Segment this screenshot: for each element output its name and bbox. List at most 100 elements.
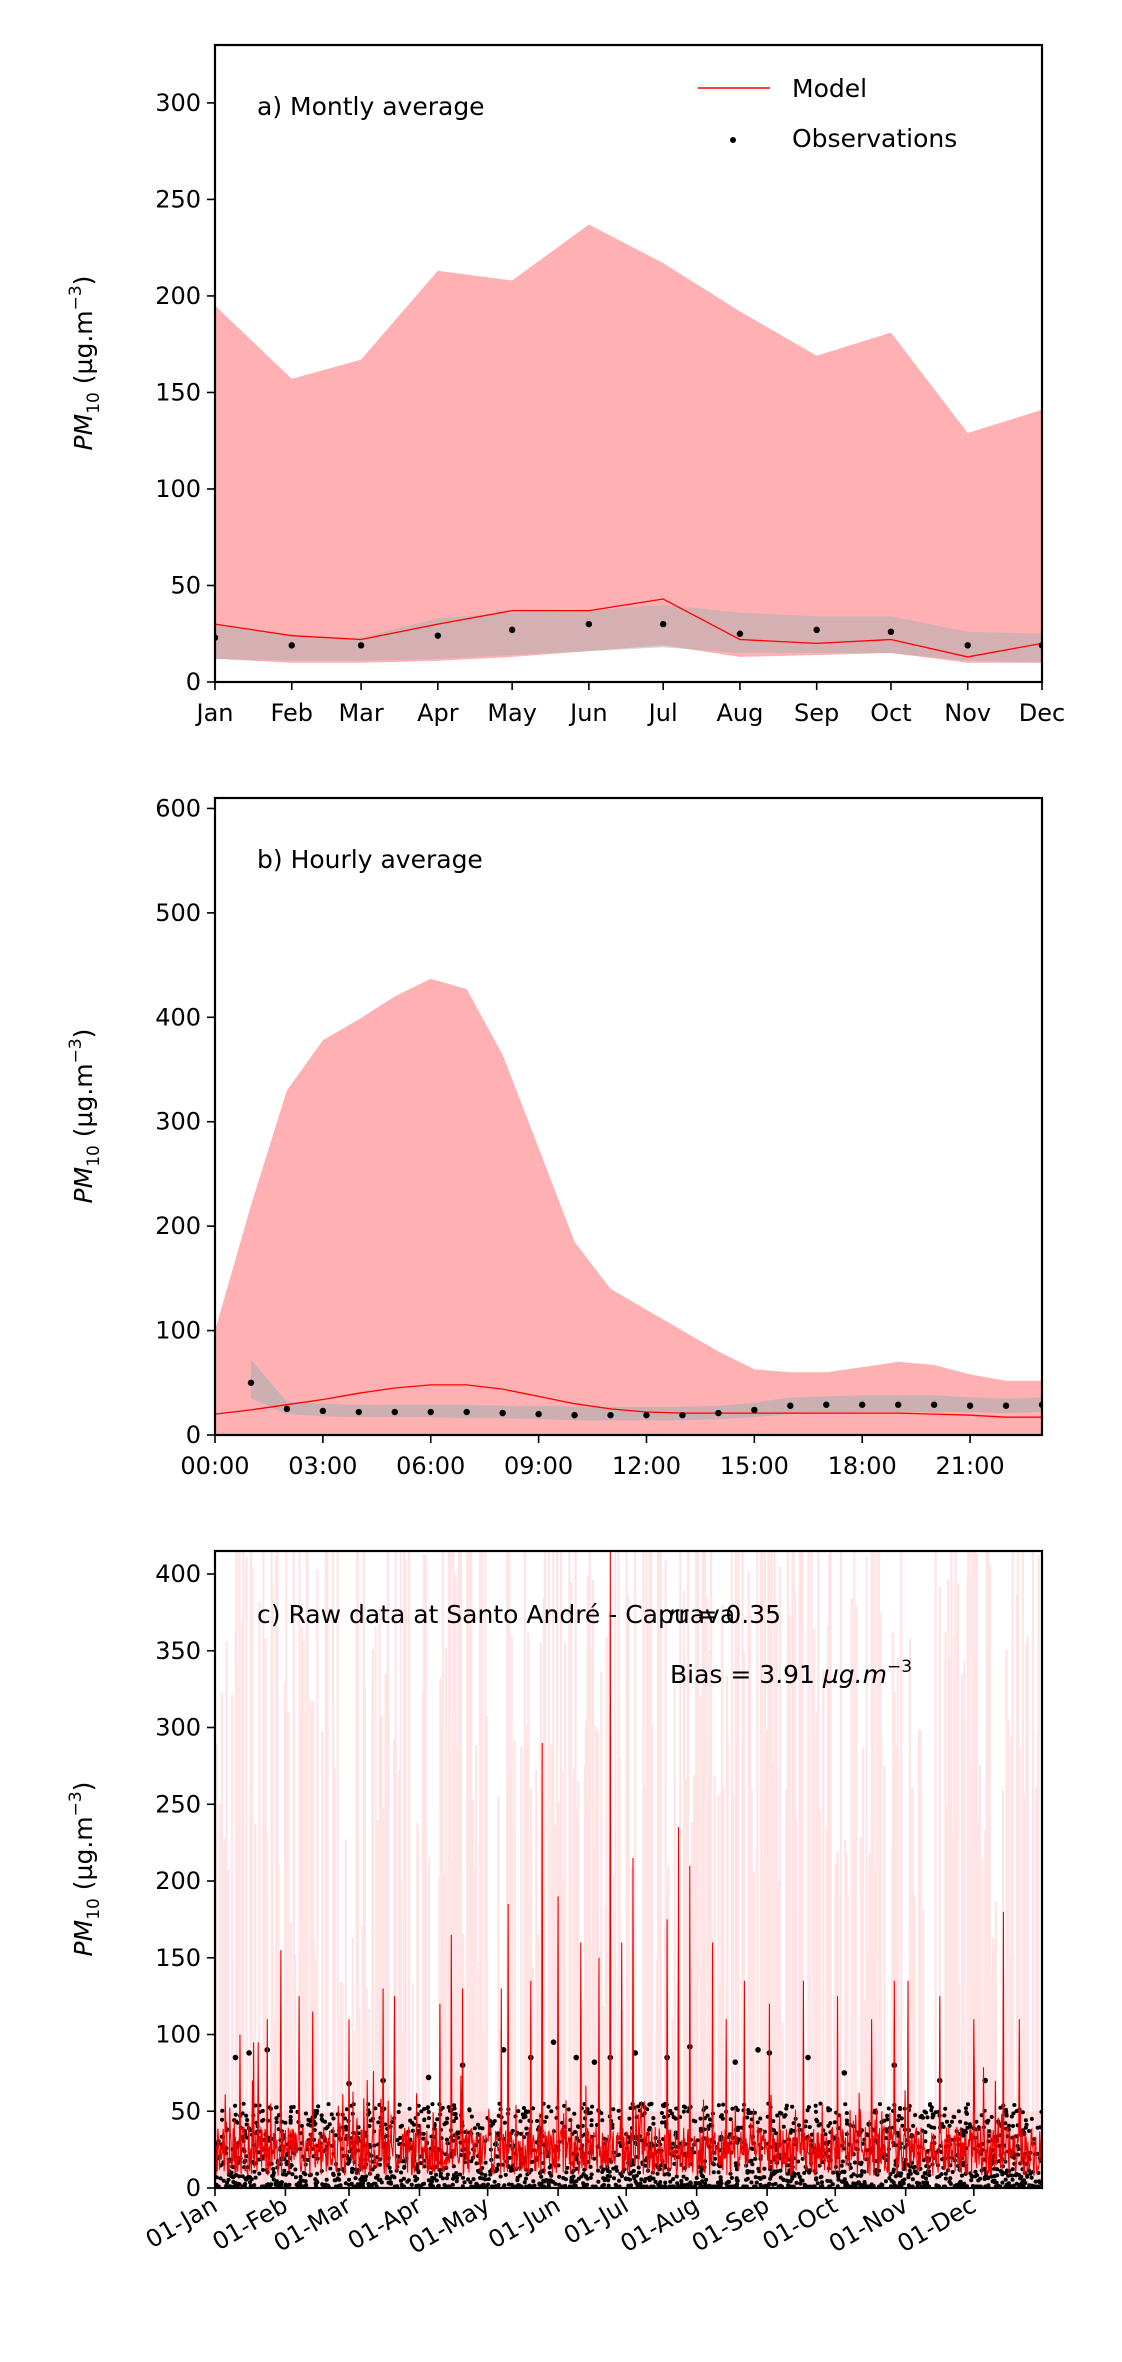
monthly-ytick-label: 50 bbox=[170, 571, 201, 599]
raw-ytick-label: 200 bbox=[155, 1867, 201, 1895]
axes-frame-hourly bbox=[213, 796, 1044, 1437]
raw-xtick-label: 01-Dec bbox=[893, 2191, 981, 2258]
plot-area-hourly bbox=[215, 978, 1042, 1435]
observation-peak-point bbox=[841, 2070, 848, 2076]
hourly-ytick-label: 100 bbox=[155, 1317, 201, 1345]
observation-point bbox=[736, 630, 744, 637]
legend-observations-label: Observations bbox=[792, 124, 957, 153]
monthly-ytick-label: 250 bbox=[155, 185, 201, 213]
plot-area-raw bbox=[215, 1551, 1042, 2188]
annotation-bias: Bias = 3.91 µg.m−3 bbox=[670, 1657, 912, 1689]
panel-raw-data: 05010015020025030035040001-Jan01-Feb01-M… bbox=[66, 1549, 1044, 2260]
hourly-xtick-label: 00:00 bbox=[180, 1452, 249, 1480]
model-range-band bbox=[215, 978, 1042, 1435]
observation-point bbox=[679, 1411, 686, 1419]
observation-point bbox=[715, 1409, 722, 1417]
model-range-band bbox=[215, 224, 1042, 663]
monthly-xtick-label: Aug bbox=[716, 699, 763, 727]
y-axis-label-hourly: PM10 (µg.m−3) bbox=[66, 1029, 104, 1204]
model-line bbox=[215, 1551, 1042, 2177]
observation-point bbox=[585, 620, 593, 628]
hourly-xtick-label: 18:00 bbox=[828, 1452, 897, 1480]
observation-point bbox=[1002, 1402, 1010, 1409]
observation-peak-point bbox=[500, 2047, 507, 2053]
observation-point bbox=[319, 1407, 327, 1415]
ticks-hourly: 0 100 200 300 400 500 600 00:00 03:00 06:00 09:00 1… bbox=[155, 794, 1004, 1480]
raw-xtick-label: 01-Aug bbox=[616, 2191, 704, 2258]
observation-point bbox=[887, 628, 895, 636]
raw-ytick-label: 350 bbox=[155, 1637, 201, 1665]
observation-peak-point bbox=[591, 2059, 598, 2065]
hourly-ytick-label: 300 bbox=[155, 1108, 201, 1136]
observation-range-band bbox=[251, 1359, 1042, 1421]
observation-point bbox=[930, 1401, 938, 1408]
annotation-correlation: rr = 0.35 bbox=[668, 1600, 781, 1629]
observation-point bbox=[288, 642, 295, 649]
monthly-ytick-label: 100 bbox=[155, 475, 201, 503]
observation-point bbox=[355, 1408, 363, 1416]
axes-frame-monthly bbox=[213, 43, 1044, 684]
observation-peak-point bbox=[425, 2074, 432, 2081]
legend-model-label: Model bbox=[792, 74, 867, 103]
observation-point bbox=[463, 1408, 470, 1416]
plot-area-monthly bbox=[215, 224, 1042, 663]
monthly-ytick-label: 150 bbox=[155, 378, 201, 406]
model-range-band bbox=[215, 1551, 1040, 2188]
observation-point bbox=[434, 632, 442, 639]
observation-peak-point bbox=[732, 2059, 739, 2065]
raw-xtick-label: 01-Sep bbox=[687, 2191, 774, 2257]
observation-peak-point bbox=[755, 2047, 761, 2053]
observation-point bbox=[391, 1408, 398, 1416]
observation-point bbox=[499, 1409, 506, 1417]
observation-range-band bbox=[215, 604, 1042, 663]
observation-peak-point bbox=[550, 2039, 557, 2045]
panel-title-raw: c) Raw data at Santo André - Capuava bbox=[257, 1600, 735, 1629]
raw-xtick-label: 01-Jan bbox=[141, 2191, 222, 2254]
hourly-xtick-label: 03:00 bbox=[288, 1452, 357, 1480]
legend-observations-swatch bbox=[730, 137, 736, 143]
monthly-xtick-label: Jul bbox=[647, 699, 678, 727]
raw-ytick-label: 150 bbox=[155, 1944, 201, 1972]
raw-xtick-label: 01-Oct bbox=[758, 2191, 842, 2256]
observation-point bbox=[894, 1401, 902, 1408]
monthly-xtick-label: Jan bbox=[195, 699, 234, 727]
monthly-xtick-label: Mar bbox=[338, 699, 383, 727]
panel-title-hourly: b) Hourly average bbox=[257, 845, 483, 874]
raw-ytick-label: 400 bbox=[155, 1560, 201, 1588]
panel-monthly-average: 0 50 100 150 200 250 300 Jan Feb Mar Apr May Jun Jul A… bbox=[66, 43, 1065, 727]
monthly-ytick-label: 200 bbox=[155, 282, 201, 310]
raw-ytick-label: 50 bbox=[170, 2097, 201, 2125]
observation-point bbox=[535, 1410, 542, 1418]
monthly-xtick-label: Apr bbox=[417, 699, 459, 727]
observation-point bbox=[659, 620, 667, 628]
observation-peak-point bbox=[805, 2054, 811, 2061]
observation-point bbox=[966, 1402, 974, 1409]
hourly-ytick-label: 400 bbox=[155, 1003, 201, 1031]
monthly-ytick-label: 0 bbox=[186, 668, 201, 696]
observation-point bbox=[787, 1402, 794, 1409]
monthly-xtick-label: Feb bbox=[271, 699, 314, 727]
observation-point bbox=[964, 642, 971, 649]
monthly-xtick-label: Nov bbox=[944, 699, 991, 727]
observation-point bbox=[813, 626, 820, 634]
panel-title-monthly: a) Montly average bbox=[257, 92, 485, 121]
model-line bbox=[215, 598, 1042, 658]
panel-hourly-average: 0 100 200 300 400 500 600 00:00 03:00 06:00 09:00 1… bbox=[66, 794, 1044, 1480]
raw-xtick-label: 01-Jun bbox=[483, 2191, 565, 2254]
hourly-xtick-label: 09:00 bbox=[504, 1452, 573, 1480]
legend: Model Observations bbox=[698, 74, 957, 153]
observation-point bbox=[571, 1411, 578, 1419]
hourly-ytick-label: 0 bbox=[186, 1421, 201, 1449]
hourly-ytick-label: 600 bbox=[155, 794, 201, 822]
raw-ytick-label: 0 bbox=[186, 2174, 201, 2202]
hourly-xtick-label: 12:00 bbox=[612, 1452, 681, 1480]
monthly-ytick-label: 300 bbox=[155, 89, 201, 117]
monthly-xtick-label: Sep bbox=[794, 699, 839, 727]
observation-point bbox=[859, 1401, 866, 1408]
raw-ytick-label: 100 bbox=[155, 2021, 201, 2049]
ticks-monthly: 0 50 100 150 200 250 300 Jan Feb Mar Apr May Jun Jul A… bbox=[155, 89, 1065, 727]
observation-point bbox=[357, 642, 365, 649]
monthly-xtick-label: Dec bbox=[1019, 699, 1065, 727]
model-line bbox=[215, 1384, 1042, 1418]
